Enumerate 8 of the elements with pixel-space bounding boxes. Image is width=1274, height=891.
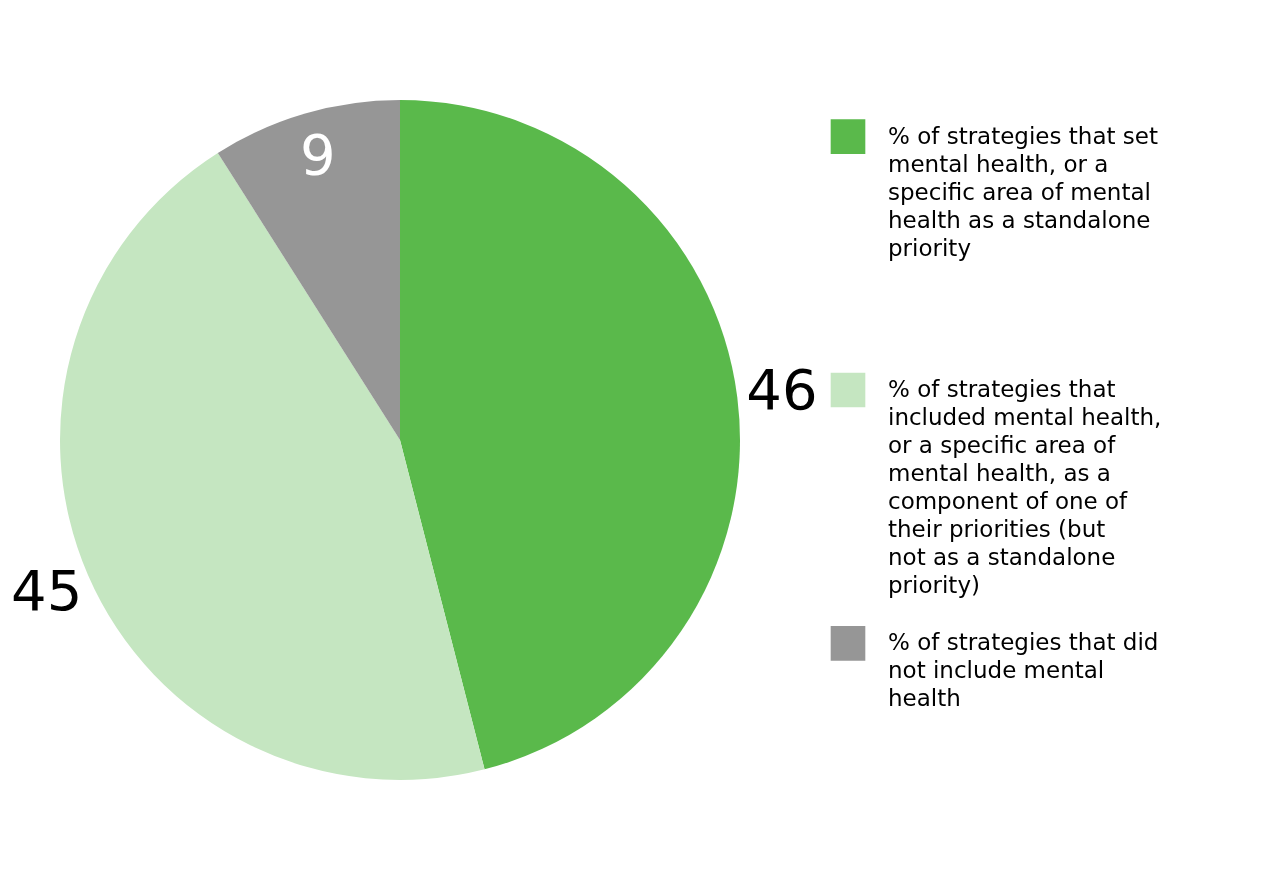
legend-label: % of strategies that set mental health, or a specific area of mental health as a standalone priority <box>888 122 1158 261</box>
data-label: 46 <box>746 356 818 422</box>
legend-label: % of strategies that included mental health, or a specific area of mental health, as a component of one of their priorities (but not as a standalone priority) <box>888 376 1162 598</box>
pie-slice <box>400 100 740 770</box>
legend-label: % of strategies that did not include mental health <box>888 629 1159 712</box>
pie-slice <box>217 100 400 440</box>
data-label: 9 <box>299 121 336 187</box>
data-label: 45 <box>11 557 83 623</box>
